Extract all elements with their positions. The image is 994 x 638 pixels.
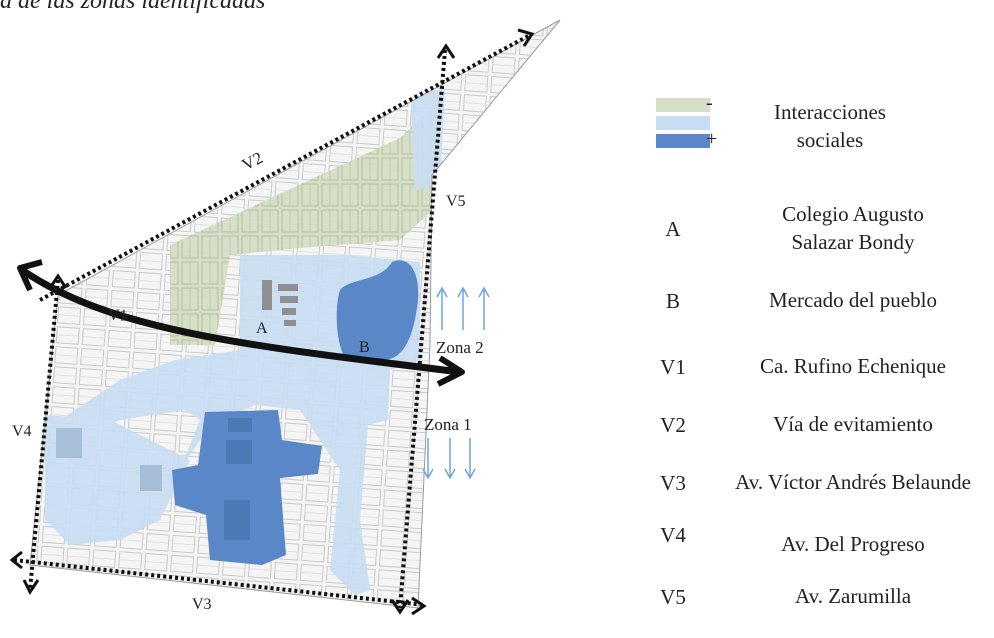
label-b: B xyxy=(359,339,370,356)
low-interaction-area xyxy=(170,100,440,345)
legend-key: V1 xyxy=(660,355,686,379)
legend-swatch-low xyxy=(656,98,710,112)
site-boundary xyxy=(29,19,561,609)
zone-1-down-arrows-icon xyxy=(422,438,476,480)
legend-value: Mercado del pueblo xyxy=(769,288,937,312)
label-v1: V1 xyxy=(108,307,128,325)
legend-row-v3: V3 Av. Víctor Andrés Belaunde xyxy=(640,464,994,524)
figure: a de las zonas identificadas xyxy=(0,0,994,616)
divider-arrow-icon xyxy=(17,259,465,387)
legend-value: Vía de evitamiento xyxy=(773,412,933,436)
legend-value: Colegio Augusto Salazar Bondy xyxy=(716,200,990,256)
legend-key: V4 xyxy=(660,523,686,547)
label-v2: V2 xyxy=(239,148,266,175)
road-v2 xyxy=(39,33,531,302)
legend-row-a: A Colegio Augusto Salazar Bondy xyxy=(640,200,994,260)
legend-title: Interacciones sociales xyxy=(760,98,900,154)
legend-row-v5: V5 Av. Zarumilla xyxy=(640,578,994,638)
legend-value: Av. Zarumilla xyxy=(794,584,912,608)
legend-title-line-2: sociales xyxy=(796,128,864,152)
figure-caption: a de las zonas identificadas xyxy=(0,0,266,14)
label-a: A xyxy=(256,320,268,337)
legend-value-line-2: Salazar Bondy xyxy=(791,230,915,254)
legend-swatch-mid xyxy=(656,116,710,130)
label-zona-2: Zona 2 xyxy=(436,338,484,357)
school-building-icon xyxy=(262,280,298,326)
legend-swatch-high xyxy=(656,134,710,148)
legend-plus: + xyxy=(706,128,718,150)
label-v3: V3 xyxy=(192,596,212,613)
legend-key: V2 xyxy=(660,413,686,437)
zone-map: V2 V1 V4 V3 V5 A B Zona 2 Zona 1 xyxy=(9,19,561,616)
label-v4: V4 xyxy=(12,423,32,440)
label-v5: V5 xyxy=(446,193,466,210)
road-lines xyxy=(13,33,531,609)
legend-value: Av. Del Progreso xyxy=(781,532,925,556)
legend-row-v2: V2 Vía de evitamiento xyxy=(640,404,994,464)
zone-2-up-arrows-icon xyxy=(436,286,490,330)
legend-key: A xyxy=(665,217,681,241)
legend-row-v1: V1 Ca. Rufino Echenique xyxy=(640,346,994,406)
legend-title-line-1: Interacciones xyxy=(774,100,886,124)
legend-key: V3 xyxy=(660,471,686,495)
legend: - + Interacciones sociales A Colegio Aug… xyxy=(640,92,994,612)
legend-value: Av. Víctor Andrés Belaunde xyxy=(735,470,971,494)
legend-row-b: B Mercado del pueblo xyxy=(640,284,994,344)
legend-value-line-1: Colegio Augusto xyxy=(782,202,924,226)
road-arrowheads xyxy=(9,28,535,616)
legend-key: B xyxy=(665,289,680,313)
label-zona-1: Zona 1 xyxy=(424,415,472,434)
legend-minus: - xyxy=(706,92,713,114)
high-interaction-area-b xyxy=(336,260,419,360)
road-v4 xyxy=(28,279,60,591)
legend-value: Ca. Rufino Echenique xyxy=(759,354,947,378)
high-interaction-area-center xyxy=(172,410,322,565)
road-v3 xyxy=(13,558,426,607)
legend-key: V5 xyxy=(660,585,686,609)
legend-row-v4: V4 Av. Del Progreso xyxy=(640,520,994,580)
